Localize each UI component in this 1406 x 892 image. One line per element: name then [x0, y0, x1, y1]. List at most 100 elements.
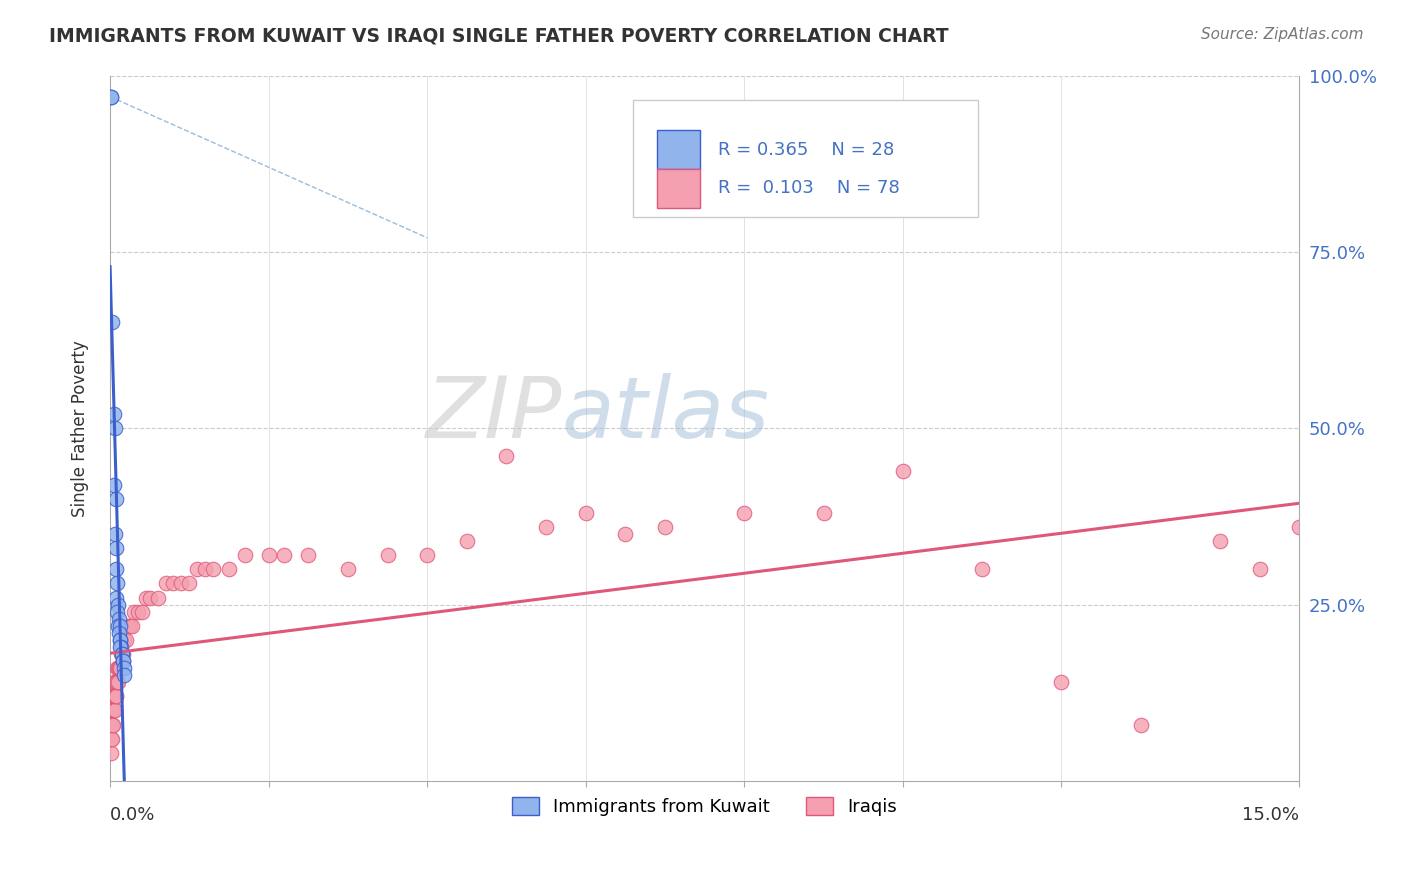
Iraqis	[103, 690, 125, 704]
Iraqis	[179, 576, 201, 591]
Iraqis	[377, 548, 399, 562]
Iraqis	[170, 576, 193, 591]
Text: Source: ZipAtlas.com: Source: ZipAtlas.com	[1201, 27, 1364, 42]
Iraqis	[194, 562, 217, 576]
Iraqis	[100, 731, 122, 746]
Iraqis	[416, 548, 439, 562]
Immigrants from Kuwait	[110, 640, 132, 654]
Immigrants from Kuwait	[100, 89, 122, 103]
Immigrants from Kuwait	[105, 591, 128, 605]
Iraqis	[186, 562, 208, 576]
Iraqis	[103, 690, 125, 704]
Iraqis	[100, 717, 122, 731]
Iraqis	[103, 717, 125, 731]
Iraqis	[891, 464, 914, 478]
Text: R =  0.103    N = 78: R = 0.103 N = 78	[717, 179, 900, 197]
Iraqis	[107, 661, 129, 675]
Iraqis	[654, 520, 676, 534]
Iraqis	[104, 690, 127, 704]
Immigrants from Kuwait	[103, 477, 125, 491]
Iraqis	[146, 591, 169, 605]
Iraqis	[118, 619, 141, 633]
Immigrants from Kuwait	[105, 576, 128, 591]
Iraqis	[1209, 534, 1232, 549]
Iraqis	[135, 591, 157, 605]
Iraqis	[101, 717, 124, 731]
Iraqis	[101, 731, 124, 746]
Iraqis	[100, 690, 122, 704]
Iraqis	[336, 562, 359, 576]
Iraqis	[107, 675, 129, 690]
Iraqis	[110, 647, 132, 661]
Iraqis	[111, 647, 134, 661]
Immigrants from Kuwait	[107, 625, 129, 640]
Iraqis	[101, 703, 124, 717]
Iraqis	[162, 576, 184, 591]
Iraqis	[813, 506, 835, 520]
Iraqis	[138, 591, 160, 605]
Iraqis	[575, 506, 598, 520]
Iraqis	[131, 605, 153, 619]
Text: atlas: atlas	[562, 373, 770, 456]
Iraqis	[297, 548, 319, 562]
Iraqis	[614, 527, 637, 541]
Text: 0.0%: 0.0%	[110, 805, 156, 824]
Immigrants from Kuwait	[107, 612, 129, 626]
Iraqis	[104, 675, 127, 690]
Iraqis	[108, 661, 131, 675]
Iraqis	[105, 675, 128, 690]
Immigrants from Kuwait	[105, 605, 128, 619]
Iraqis	[111, 647, 134, 661]
Iraqis	[103, 703, 125, 717]
Iraqis	[456, 534, 478, 549]
Iraqis	[257, 548, 280, 562]
Immigrants from Kuwait	[110, 632, 132, 647]
Iraqis	[100, 703, 122, 717]
Iraqis	[1288, 520, 1310, 534]
Iraqis	[1050, 675, 1073, 690]
Immigrants from Kuwait	[112, 668, 135, 682]
FancyBboxPatch shape	[633, 100, 979, 217]
Iraqis	[100, 717, 122, 731]
Immigrants from Kuwait	[108, 619, 131, 633]
Iraqis	[105, 675, 128, 690]
Iraqis	[972, 562, 994, 576]
Immigrants from Kuwait	[104, 562, 127, 576]
Iraqis	[202, 562, 225, 576]
Immigrants from Kuwait	[100, 89, 122, 103]
Iraqis	[107, 661, 129, 675]
Iraqis	[233, 548, 256, 562]
Iraqis	[117, 619, 139, 633]
Iraqis	[115, 632, 138, 647]
Immigrants from Kuwait	[108, 632, 131, 647]
Immigrants from Kuwait	[104, 527, 127, 541]
Text: IMMIGRANTS FROM KUWAIT VS IRAQI SINGLE FATHER POVERTY CORRELATION CHART: IMMIGRANTS FROM KUWAIT VS IRAQI SINGLE F…	[49, 27, 949, 45]
Text: ZIP: ZIP	[426, 373, 562, 456]
Immigrants from Kuwait	[111, 654, 134, 668]
Iraqis	[218, 562, 240, 576]
Iraqis	[122, 605, 145, 619]
Y-axis label: Single Father Poverty: Single Father Poverty	[72, 340, 89, 516]
Iraqis	[1249, 562, 1271, 576]
Iraqis	[105, 661, 128, 675]
Immigrants from Kuwait	[107, 619, 129, 633]
FancyBboxPatch shape	[657, 130, 700, 169]
FancyBboxPatch shape	[657, 169, 700, 208]
Iraqis	[100, 731, 122, 746]
Iraqis	[101, 717, 124, 731]
Iraqis	[104, 703, 127, 717]
Iraqis	[110, 661, 132, 675]
Iraqis	[103, 675, 125, 690]
Immigrants from Kuwait	[101, 315, 124, 329]
Immigrants from Kuwait	[110, 640, 132, 654]
Iraqis	[495, 450, 517, 464]
Iraqis	[273, 548, 295, 562]
Immigrants from Kuwait	[111, 647, 134, 661]
Iraqis	[155, 576, 177, 591]
Iraqis	[105, 690, 128, 704]
Iraqis	[534, 520, 557, 534]
Immigrants from Kuwait	[105, 541, 128, 556]
Immigrants from Kuwait	[103, 407, 125, 421]
Iraqis	[104, 690, 127, 704]
Iraqis	[733, 506, 755, 520]
